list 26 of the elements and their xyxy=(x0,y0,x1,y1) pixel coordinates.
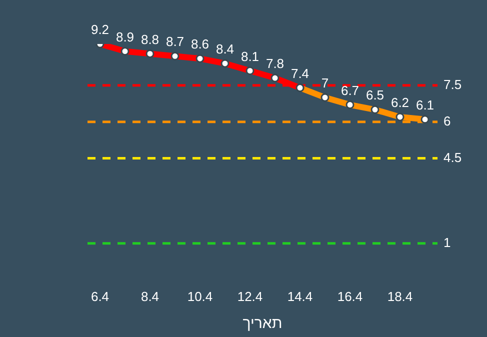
x-tick-label: 12.4 xyxy=(237,288,263,304)
data-label: 6.7 xyxy=(340,82,360,98)
ref-line-label: 1 xyxy=(444,234,451,250)
data-label: 8.1 xyxy=(240,48,260,64)
ref-line-label: 7.5 xyxy=(444,76,462,92)
ref-line-label: 6 xyxy=(444,113,451,128)
x-tick-label: 8.4 xyxy=(140,288,160,304)
x-tick-label: 14.4 xyxy=(287,288,313,304)
data-label: 8.7 xyxy=(166,34,184,50)
data-label: 6.5 xyxy=(366,88,384,103)
x-tick-label: 16.4 xyxy=(337,288,363,304)
data-label: 9.2 xyxy=(90,22,110,38)
ref-line-label: 4.5 xyxy=(444,150,462,165)
data-label: 7 xyxy=(321,76,329,91)
data-label: 7.4 xyxy=(290,66,310,81)
x-tick-label: 10.4 xyxy=(187,288,213,304)
data-label: 8.9 xyxy=(116,29,134,44)
data-label: 8.6 xyxy=(190,36,210,52)
data-label: 7.8 xyxy=(266,56,284,72)
x-tick-label: 18.4 xyxy=(387,288,413,304)
data-label: 6.1 xyxy=(416,97,434,112)
data-label: 8.8 xyxy=(140,32,160,47)
x-axis-title: תאריך xyxy=(242,315,282,332)
x-tick-label: 6.4 xyxy=(90,288,110,304)
data-label: 6.2 xyxy=(390,95,410,110)
data-label: 8.4 xyxy=(216,42,234,57)
